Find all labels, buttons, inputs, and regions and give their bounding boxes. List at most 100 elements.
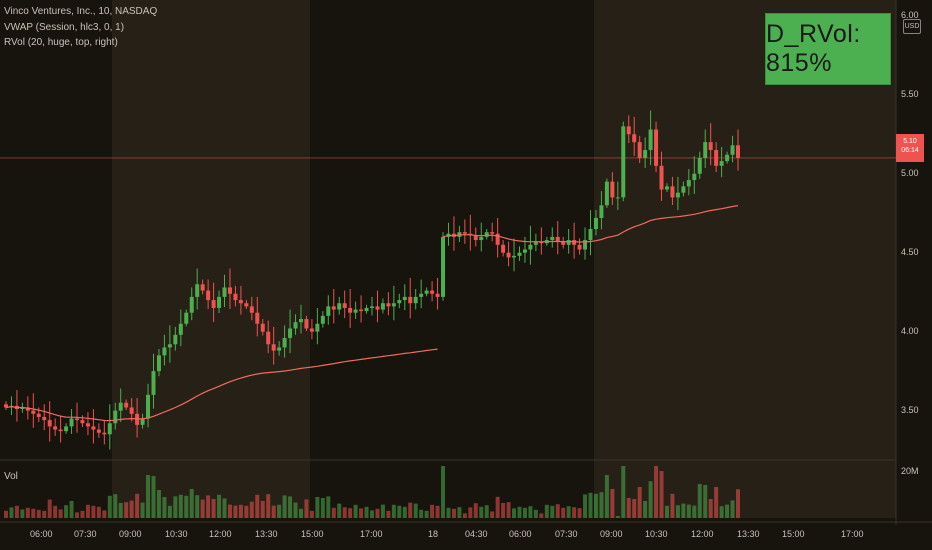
candle-body: [539, 241, 544, 244]
volume-bar: [484, 505, 489, 518]
volume-bar: [730, 500, 735, 518]
time-axis-label[interactable]: 17:00: [841, 529, 864, 539]
volume-bar: [288, 496, 293, 518]
candle-body: [413, 296, 418, 304]
candle-body: [697, 157, 702, 174]
volume-bar: [129, 500, 134, 518]
volume-bar: [173, 496, 178, 518]
volume-bar: [664, 505, 669, 518]
candle-body: [342, 303, 347, 308]
volume-axis-label[interactable]: 20M: [901, 466, 919, 476]
volume-bar: [397, 505, 402, 518]
candle-body: [173, 334, 178, 345]
time-axis-label[interactable]: 13:30: [255, 529, 278, 539]
candle-body: [517, 252, 522, 256]
time-axis-label[interactable]: 18: [428, 529, 439, 539]
volume-bar: [255, 494, 260, 518]
candle-body: [397, 300, 402, 304]
volume-bar: [75, 512, 80, 518]
volume-bar: [522, 507, 527, 518]
time-axis-label[interactable]: 07:30: [74, 529, 97, 539]
candle-body: [577, 244, 582, 250]
time-axis-label[interactable]: 09:00: [600, 529, 623, 539]
candle-body: [512, 255, 517, 258]
candle-body: [260, 323, 265, 332]
candle-body: [129, 407, 134, 414]
volume-bar: [703, 485, 708, 518]
volume-bar: [244, 505, 249, 518]
candle-body: [632, 134, 637, 143]
candle-body: [621, 126, 626, 198]
time-axis-label[interactable]: 17:00: [360, 529, 383, 539]
volume-pane-label[interactable]: Vol: [4, 471, 18, 482]
volume-bar: [626, 498, 631, 518]
volume-bar: [451, 508, 456, 518]
volume-bar: [419, 509, 424, 518]
volume-bar: [342, 507, 347, 518]
volume-bar: [91, 505, 96, 518]
candle-body: [719, 161, 724, 166]
candle-body: [227, 287, 232, 294]
candle-body: [304, 319, 309, 329]
time-axis-label[interactable]: 15:00: [782, 529, 805, 539]
time-axis-label[interactable]: 15:00: [301, 529, 324, 539]
volume-bar: [528, 506, 533, 518]
volume-bar: [337, 503, 342, 518]
time-axis-label[interactable]: 10:30: [165, 529, 188, 539]
candle-body: [473, 235, 478, 241]
currency-badge[interactable]: USD: [903, 19, 921, 34]
candle-body: [424, 290, 429, 294]
time-axis-label[interactable]: 12:00: [209, 529, 232, 539]
price-axis-label[interactable]: 4.00: [901, 325, 919, 336]
volume-bar: [217, 494, 222, 518]
volume-bar: [479, 506, 484, 518]
time-axis-label[interactable]: 07:30: [555, 529, 578, 539]
time-axis-label[interactable]: 06:00: [509, 529, 532, 539]
volume-bar: [206, 495, 211, 518]
time-axis-label[interactable]: 10:30: [645, 529, 668, 539]
symbol-legend[interactable]: Vinco Ventures, Inc., 10, NASDAQ: [4, 6, 158, 17]
volume-bar: [621, 466, 626, 518]
candle-body: [626, 126, 631, 135]
volume-bar: [517, 506, 522, 518]
time-axis-label[interactable]: 04:30: [465, 529, 488, 539]
time-axis-label[interactable]: 13:30: [737, 529, 760, 539]
price-axis-label[interactable]: 4.50: [901, 246, 919, 257]
volume-bar: [113, 494, 118, 518]
candle-body: [211, 300, 216, 308]
candle-body: [522, 249, 527, 253]
price-axis-label[interactable]: 6.00: [901, 9, 919, 20]
volume-bar: [512, 508, 517, 518]
candle-body: [96, 429, 101, 433]
time-axis-label[interactable]: 09:00: [119, 529, 142, 539]
candle-body: [654, 129, 659, 166]
volume-bar: [178, 494, 183, 518]
price-axis-label[interactable]: 5.00: [901, 167, 919, 178]
vwap-legend[interactable]: VWAP (Session, hlc3, 0, 1): [4, 21, 125, 33]
volume-bar: [156, 490, 161, 518]
candle-body: [408, 296, 413, 304]
candle-body: [604, 181, 609, 206]
candle-body: [359, 309, 364, 312]
candle-body: [288, 328, 293, 338]
volume-bar: [47, 499, 52, 518]
price-axis-label[interactable]: 3.50: [901, 404, 919, 415]
time-axis-label[interactable]: 06:00: [30, 529, 53, 539]
price-axis-label[interactable]: 5.50: [901, 88, 919, 99]
candle-body: [195, 284, 200, 297]
candle-body: [610, 181, 615, 198]
volume-bar: [222, 498, 227, 518]
volume-bar: [146, 475, 151, 518]
volume-bar: [413, 503, 418, 518]
candle-body: [75, 418, 80, 421]
volume-bar: [36, 509, 41, 518]
candle-body: [36, 413, 41, 417]
candle-body: [484, 232, 489, 237]
candle-body: [25, 407, 30, 411]
volume-bar: [375, 508, 380, 518]
rvol-legend[interactable]: RVol (20, huge, top, right): [4, 37, 118, 48]
volume-bar: [593, 493, 598, 518]
candle-body: [555, 236, 560, 242]
time-axis-label[interactable]: 12:00: [691, 529, 714, 539]
